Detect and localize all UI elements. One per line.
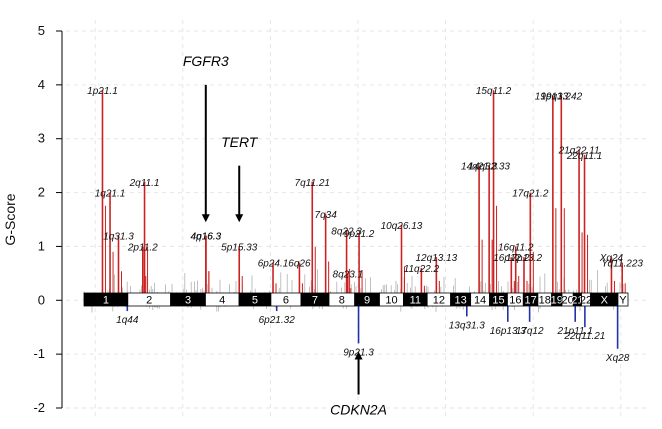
chromosome-label: 1: [103, 295, 109, 307]
deletion-peak-label: 1q44: [116, 315, 139, 326]
amplification-peak-label: 19q13.42: [540, 92, 582, 103]
amplification-peak-label: 5p15.33: [221, 242, 258, 253]
gene-annotation-label: TERT: [221, 134, 259, 150]
chromosome-label: 5: [252, 295, 258, 307]
y-tick-label: 3: [38, 131, 45, 146]
chromosome-label: 2: [146, 295, 152, 307]
amplification-peak-label: 21q22.11: [558, 145, 600, 156]
deletion-peak-label: Xq28: [605, 353, 630, 364]
amplification-peak-label: 6p24.1: [258, 259, 289, 270]
gene-annotation-label: CDKN2A: [330, 402, 387, 418]
amplification-peak-label: 16p12.2: [493, 253, 530, 264]
chromosome-block: [617, 292, 629, 307]
y-tick-label: 5: [38, 23, 45, 38]
amplification-peak-label: 1q31.3: [103, 232, 134, 243]
amplification-peak-label: 1q21.1: [95, 189, 126, 200]
y-axis-title: G-Score: [2, 193, 18, 245]
amplification-peak-label: 10q26.13: [381, 221, 423, 232]
annotation-arrow-head: [354, 351, 363, 360]
deletion-peak-label: 17q12: [516, 326, 544, 337]
deletion-peak-label: 6p21.32: [259, 315, 296, 326]
amplification-peak-label: 8q22.3: [331, 226, 362, 237]
chromosome-label: 7: [312, 295, 318, 307]
deletion-peak-label: 21p11.1: [556, 326, 592, 337]
y-tick-label: -1: [33, 346, 45, 361]
amplification-peak-label: 4q16.3: [190, 232, 221, 243]
amplification-peak-label: 16q11.2: [498, 242, 534, 253]
amplification-peak-label: 14q21.3: [461, 162, 498, 173]
chromosome-label: 19: [551, 295, 563, 307]
chromosome-label: X: [601, 295, 609, 307]
gene-annotations: FGFR3 TERT CDKN2A: [183, 53, 387, 418]
amplification-peak-label: 8q23.1: [333, 269, 364, 280]
amplification-peak-label: 11q22.2: [404, 264, 440, 275]
chromosome-label: 16: [509, 295, 521, 307]
y-tick-label: 4: [38, 77, 45, 92]
chromosome-label: 9: [364, 295, 370, 307]
y-tick-label: 1: [38, 238, 45, 253]
chromosome-label: 14: [474, 295, 486, 307]
amplification-peak-label: 4p16.3: [191, 232, 222, 243]
amplification-peak-label: 1p21.1: [87, 86, 118, 97]
chromosome-label: 17: [524, 295, 536, 307]
chromosome-label: 21: [571, 295, 583, 307]
chromosome-label: 6: [283, 295, 289, 307]
chromosome-label: 10: [385, 295, 397, 307]
amplification-peak-label: 22q11.1: [566, 151, 602, 162]
y-axis: -2 -1 0 1 2 3 4 5: [33, 23, 63, 415]
amplification-peak-label: 2q11.1: [129, 178, 160, 189]
chromosome-label: 4: [219, 295, 225, 307]
amplification-peak-label: 7q34: [315, 210, 338, 221]
amplification-peak-label: 7q11.21: [295, 178, 330, 189]
amplification-peak-label: 17p13.2: [506, 253, 543, 264]
amplification-peak-label: 12q13.13: [415, 253, 457, 264]
y-tick-label: 2: [38, 185, 45, 200]
chromosome-label: 8: [339, 295, 345, 307]
chromosome-label: 22: [580, 295, 592, 307]
chromosome-label: 20: [562, 295, 574, 307]
chromosome-label: Y: [619, 295, 627, 307]
chromosome-label: 18: [539, 295, 551, 307]
y-tick-label: -2: [33, 400, 45, 415]
amplification-peak-label: 2p11.2: [127, 242, 158, 253]
peak-labels: 1p21.1 1q21.1 1q31.3 2q11.1 2p11.2 4q16.34p16…: [87, 86, 643, 364]
chromosome-label: 11: [410, 295, 421, 307]
deletion-peak-label: 22q11.21: [563, 331, 605, 342]
amplification-peak-label: 14q32.33: [468, 162, 510, 173]
chromosome-label: 12: [433, 295, 445, 307]
amplification-peak-label: Yq11.223: [601, 259, 643, 270]
amplification-peak-label: Xq24: [599, 253, 624, 264]
gene-annotation-label: FGFR3: [183, 53, 229, 69]
amplification-peak-label: 15q11.2: [476, 86, 512, 97]
amplification-peak-label: 9p21.2: [344, 229, 375, 240]
chromosome-label: 3: [185, 295, 191, 307]
amplification-peak-label: 6q26: [288, 259, 311, 270]
chromosome-label: 15: [492, 295, 504, 307]
amplification-peak-label: 19p13.2: [535, 92, 572, 103]
annotation-arrow-head: [201, 214, 210, 223]
annotation-arrow-head: [235, 214, 244, 223]
deletion-peak-label: 13q31.3: [449, 320, 486, 331]
y-tick-label: 0: [38, 292, 45, 307]
amplification-peak-label: 17q21.2: [512, 189, 549, 200]
peak-bars: [101, 90, 626, 349]
deletion-peak-label: 16p13.3: [490, 326, 527, 337]
chromosome-label: 13: [455, 295, 467, 307]
